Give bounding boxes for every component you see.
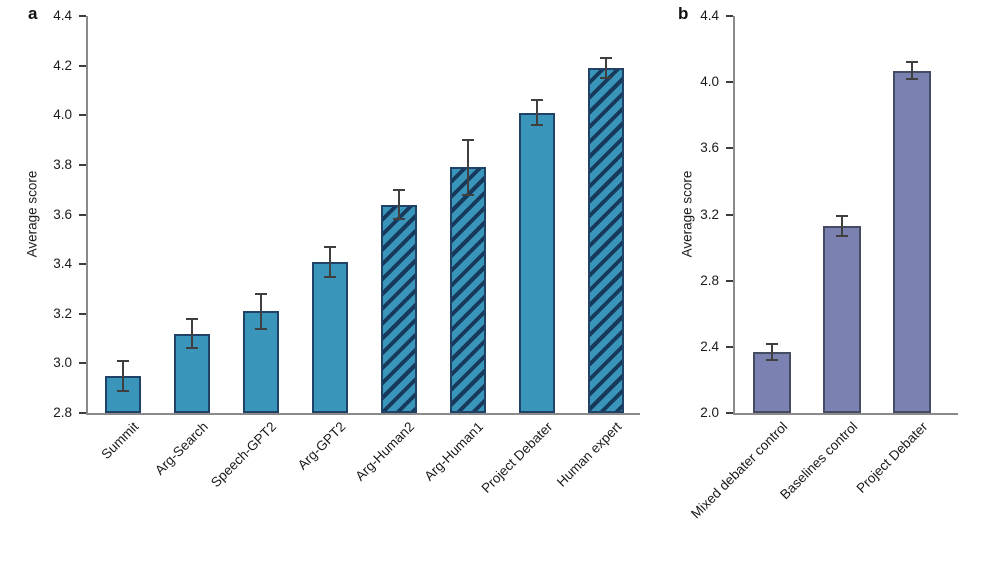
bar-mixed-debater-control [753, 351, 791, 413]
y-tick-label: 4.0 [53, 107, 72, 123]
error-bar [771, 343, 773, 361]
y-tick-label: 3.0 [53, 355, 72, 371]
error-bar-cap-bottom [117, 389, 129, 392]
y-tick [726, 412, 733, 414]
y-tick-label: 3.6 [700, 140, 719, 156]
bar-project-debater [519, 112, 555, 413]
y-tick [726, 279, 733, 282]
error-bar [191, 318, 193, 349]
error-bar-cap-bottom [462, 193, 474, 196]
error-bar-cap-top [906, 61, 918, 64]
y-tick [726, 15, 733, 17]
y-tick-label: 3.6 [53, 206, 72, 222]
error-bar-cap-bottom [186, 347, 198, 350]
y-tick [726, 213, 733, 216]
bar-human-expert [588, 68, 624, 413]
y-tick [726, 147, 733, 150]
y-tick-label: 4.4 [700, 8, 719, 23]
x-label-arg-human1: Arg-Human1 [421, 419, 487, 484]
x-label-human-expert: Human expert [554, 419, 625, 490]
panel-a: a Average score 2.8 3.0 3.2 3.4 3.6 3.8 4.0 4.2… [25, 4, 640, 496]
y-tick [79, 312, 86, 315]
y-tick-label: 3.2 [53, 305, 72, 321]
error-bar-cap-top [766, 342, 778, 345]
y-tick [726, 345, 733, 348]
panel-b-letter: b [678, 4, 689, 23]
error-bar-cap-bottom [766, 359, 778, 362]
error-bar [467, 140, 469, 195]
error-bar-cap-bottom [393, 218, 405, 221]
y-tick [79, 362, 86, 365]
error-bar-cap-top [186, 317, 198, 320]
y-tick-label: 2.8 [53, 405, 72, 420]
y-tick-label: 2.0 [700, 405, 719, 420]
y-tick [79, 64, 86, 67]
error-bar [260, 293, 262, 329]
error-bar-cap-top [255, 292, 267, 295]
y-tick [79, 15, 86, 17]
error-bar-cap-top [531, 99, 543, 102]
bar-baselines-control [823, 226, 861, 413]
error-bar [398, 189, 400, 220]
x-label-mixed-debater-control: Mixed debater control [688, 419, 791, 522]
y-tick [79, 163, 86, 166]
bar-project-debater [893, 70, 931, 413]
x-label-arg-gpt2: Arg-GPT2 [295, 419, 349, 473]
x-label-baselines-control: Baselines control [777, 419, 861, 503]
y-tick-label: 3.4 [53, 256, 72, 272]
x-label-arg-search: Arg-Search [151, 419, 211, 478]
y-tick-label: 2.4 [700, 338, 719, 354]
x-axis-spine [733, 413, 958, 415]
y-tick [79, 213, 86, 216]
panel-b: b Average score 2.0 2.4 2.8 3.2 3.6 4.0 4.4 Mix… [660, 0, 1000, 567]
error-bar-cap-top [393, 188, 405, 191]
error-bar [605, 58, 607, 79]
x-label-project-debater: Project Debater [478, 419, 556, 496]
y-axis-spine [733, 16, 735, 415]
error-bar-cap-bottom [255, 327, 267, 330]
y-tick-label: 4.2 [53, 57, 72, 73]
bar-arg-human2 [381, 204, 417, 413]
bar-summit [105, 375, 141, 413]
error-bar [329, 246, 331, 277]
error-bar [536, 100, 538, 126]
error-bar-cap-bottom [531, 124, 543, 127]
error-bar [841, 216, 843, 236]
y-tick-label: 4.0 [700, 74, 719, 90]
error-bar-cap-top [836, 215, 848, 218]
bar-arg-gpt2 [312, 261, 348, 413]
x-label-project-debater: Project Debater [853, 419, 931, 496]
x-label-summit: Summit [98, 419, 142, 462]
error-bar-cap-top [600, 57, 612, 60]
y-tick-label: 3.2 [700, 206, 719, 222]
y-tick-label: 3.8 [53, 156, 72, 172]
error-bar-cap-bottom [836, 235, 848, 237]
x-label-speech-gpt2: Speech-GPT2 [208, 419, 280, 491]
y-tick [79, 412, 86, 414]
error-bar-cap-bottom [600, 77, 612, 80]
y-tick [726, 81, 733, 84]
panel-b-plot-area: 2.0 2.4 2.8 3.2 3.6 4.0 4.4 Mixed debater contr… [688, 8, 958, 521]
y-axis-spine [86, 16, 88, 415]
error-bar-cap-bottom [906, 77, 918, 80]
error-bar-cap-bottom [324, 275, 336, 278]
y-tick-label: 4.4 [53, 8, 72, 23]
error-bar-cap-top [324, 245, 336, 248]
x-label-arg-human2: Arg-Human2 [352, 419, 418, 484]
error-bar [122, 360, 124, 391]
y-tick [79, 263, 86, 266]
panel-a-letter: a [28, 4, 38, 23]
y-tick-label: 2.8 [700, 272, 719, 288]
y-tick [79, 114, 86, 117]
panel-a-plot-area: 2.8 3.0 3.2 3.4 3.6 3.8 4.0 4.2 4.4 Summit Arg-Sea… [53, 8, 640, 496]
bar-arg-human1 [450, 167, 486, 413]
x-axis-spine [86, 413, 640, 415]
error-bar-cap-top [117, 359, 129, 362]
error-bar [911, 62, 913, 79]
error-bar-cap-top [462, 139, 474, 142]
